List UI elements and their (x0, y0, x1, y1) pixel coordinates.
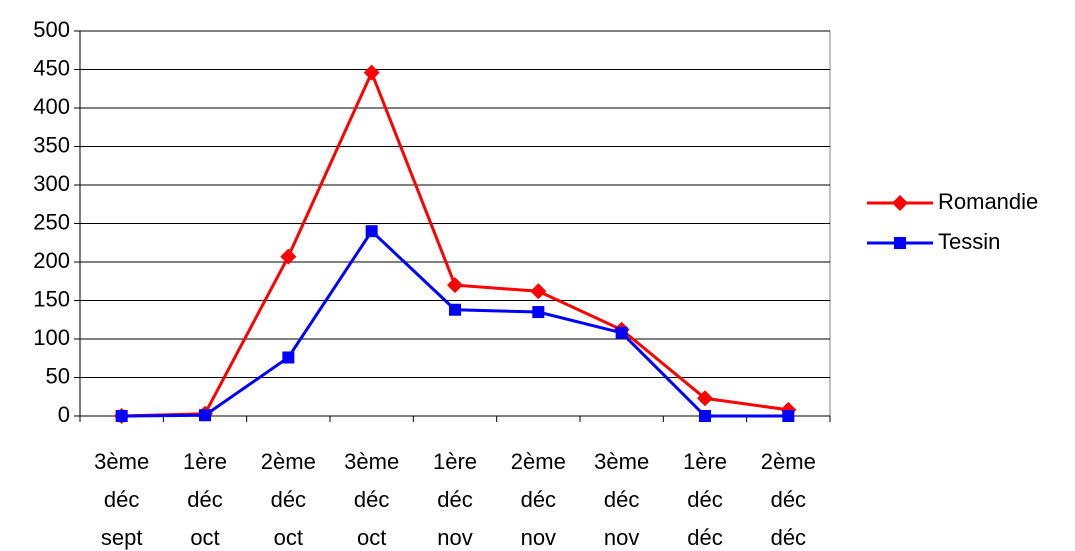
x-tick-label: déc (271, 487, 306, 512)
x-tick-label: nov (521, 525, 556, 550)
x-tick-label: déc (771, 525, 806, 550)
x-tick-label: déc (354, 487, 389, 512)
marker (199, 409, 211, 422)
marker (447, 277, 463, 294)
marker (782, 410, 795, 422)
marker (115, 410, 128, 422)
x-tick-label: déc (521, 487, 556, 512)
marker (365, 225, 378, 238)
y-tick-label: 200 (33, 248, 70, 273)
marker (280, 248, 297, 265)
legend-label: Tessin (938, 229, 1000, 254)
marker (892, 195, 908, 211)
marker (615, 326, 628, 339)
x-tick-label: 3ème (94, 449, 149, 474)
legend-label: Romandie (938, 189, 1038, 214)
y-tick-label: 0 (58, 402, 70, 427)
x-tick-label: 1ère (183, 449, 227, 474)
y-tick-label: 350 (33, 132, 70, 157)
x-tick-label: 2ème (261, 449, 316, 474)
marker (697, 390, 713, 407)
x-tick-label: 2ème (511, 449, 566, 474)
y-tick-label: 500 (33, 17, 70, 42)
x-tick-label: déc (687, 487, 722, 512)
marker (894, 237, 906, 249)
x-tick-label: déc (771, 487, 806, 512)
marker (449, 303, 461, 316)
y-tick-label: 400 (33, 94, 70, 119)
x-tick-label: 3ème (594, 449, 649, 474)
x-tick-label: 3ème (344, 449, 399, 474)
x-tick-label: 2ème (761, 449, 816, 474)
marker (530, 283, 547, 300)
y-tick-label: 50 (46, 363, 70, 388)
x-tick-label: déc (187, 487, 222, 512)
y-tick-label: 150 (33, 286, 70, 311)
x-tick-label: nov (604, 525, 639, 550)
x-tick-label: sept (101, 525, 143, 550)
x-tick-label: oct (357, 525, 386, 550)
y-tick-label: 300 (33, 171, 70, 196)
marker (282, 351, 295, 364)
x-tick-label: oct (274, 525, 303, 550)
x-tick-label: 1ère (683, 449, 727, 474)
y-tick-label: 100 (33, 325, 70, 350)
x-tick-label: 1ère (433, 449, 477, 474)
x-tick-label: déc (604, 487, 639, 512)
x-tick-label: oct (190, 525, 219, 550)
y-tick-label: 450 (33, 55, 70, 80)
x-tick-label: déc (687, 525, 722, 550)
marker (699, 410, 711, 422)
marker (363, 64, 380, 81)
x-tick-label: nov (437, 525, 472, 550)
y-tick-label: 250 (33, 209, 70, 234)
x-tick-label: déc (104, 487, 139, 512)
x-tick-label: déc (437, 487, 472, 512)
marker (532, 306, 545, 319)
